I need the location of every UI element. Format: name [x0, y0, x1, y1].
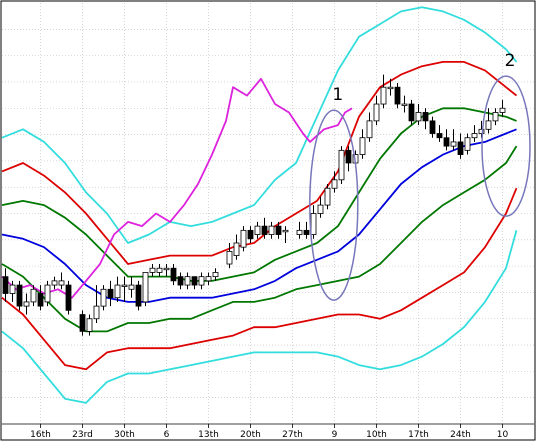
candle-body	[492, 112, 499, 122]
candle-body	[254, 225, 261, 235]
candle-body	[30, 288, 37, 303]
candle-body	[198, 276, 205, 286]
x-tick-label: 9	[332, 430, 338, 440]
candle-body	[247, 229, 254, 240]
candle-body	[58, 280, 65, 286]
candle-body	[156, 267, 163, 273]
candle-body	[44, 284, 51, 303]
x-tick-label: 13th	[198, 430, 219, 440]
candle-body	[170, 267, 177, 282]
candle-body	[443, 137, 450, 147]
candle-body	[16, 284, 23, 307]
annotation-label: 1	[332, 85, 343, 105]
candle-body	[457, 141, 464, 155]
candle-body	[184, 276, 191, 286]
band-lines	[1, 6, 518, 404]
candle-body	[261, 225, 268, 235]
candle-body	[408, 103, 415, 122]
ellipse-annotation	[481, 75, 531, 217]
candle-body	[310, 213, 317, 235]
candle-body	[100, 288, 107, 307]
candle-body	[226, 250, 233, 265]
candle-body	[65, 284, 72, 311]
series-line-sigma_minus_2	[1, 187, 518, 371]
annotation-label: 2	[505, 51, 516, 71]
candles	[2, 74, 506, 336]
candle-body	[93, 305, 100, 320]
x-axis: 16th 23rd 30th 6 13th 20th 27th 9 10th 17th 24th 10	[2, 423, 534, 440]
candle-body	[387, 86, 394, 90]
candle-body	[107, 288, 114, 299]
candle-body	[422, 112, 429, 122]
candle-body	[268, 225, 275, 235]
x-tick-label: 23rd	[72, 430, 93, 440]
series-line-sigma_minus_3	[1, 230, 518, 404]
candle-body	[471, 133, 478, 139]
series-line-sigma_plus_2	[1, 6, 518, 244]
candle-body	[205, 276, 212, 282]
candle-body	[149, 267, 156, 273]
candle-body	[135, 284, 142, 307]
x-tick-label: 10	[497, 430, 509, 440]
series-line-sigma_plus_0	[1, 107, 517, 282]
candle-body	[303, 229, 310, 235]
candle-body	[317, 204, 324, 214]
x-tick-label: 10th	[366, 430, 387, 440]
candle-body	[366, 120, 373, 139]
candle-body	[128, 284, 135, 290]
candle-body	[464, 137, 471, 151]
candle-body	[51, 280, 58, 286]
candle-body	[478, 128, 485, 134]
candle-body	[296, 229, 303, 235]
candle-body	[114, 284, 121, 299]
candle-body	[436, 133, 443, 139]
candle-body	[233, 242, 240, 257]
candle-body	[324, 187, 331, 206]
candle-body	[2, 276, 9, 294]
candle-body	[282, 229, 289, 233]
candle-body	[415, 112, 422, 122]
ellipse-annotations: 12	[309, 51, 531, 301]
candle-body	[177, 276, 184, 286]
x-tick-label: 17th	[408, 430, 429, 440]
candle-body	[373, 103, 380, 122]
x-tick-label: 16th	[30, 430, 51, 440]
candle-body	[450, 141, 457, 147]
candle-body	[499, 107, 506, 113]
candle-body	[275, 225, 282, 235]
candle-body	[37, 293, 44, 307]
x-tick-label: 20th	[240, 430, 261, 440]
candle-body	[79, 314, 86, 332]
candle-body	[485, 120, 492, 130]
series-line-middle	[1, 128, 517, 303]
candle-body	[345, 149, 352, 164]
candle-body	[429, 120, 436, 134]
candle-body	[163, 267, 170, 271]
x-tick-label: 27th	[282, 430, 303, 440]
candle-body	[240, 229, 247, 248]
candle-body	[380, 86, 387, 105]
candle-body	[394, 86, 401, 105]
candle-body	[338, 149, 345, 181]
candle-body	[401, 103, 408, 106]
candle-body	[212, 272, 219, 278]
x-tick-label: 24th	[450, 430, 471, 440]
candle-body	[23, 301, 30, 307]
series-line-lagging	[1, 77, 353, 299]
x-tick-label: 6	[164, 430, 170, 440]
candle-body	[121, 284, 128, 287]
candle-body	[9, 284, 16, 294]
x-tick-label: 30th	[114, 430, 135, 440]
candle-body	[359, 137, 366, 155]
candle-body	[142, 272, 149, 303]
candle-body	[191, 276, 198, 286]
candle-body	[331, 179, 338, 189]
candle-body	[86, 318, 93, 332]
ellipse-annotation	[309, 109, 359, 301]
